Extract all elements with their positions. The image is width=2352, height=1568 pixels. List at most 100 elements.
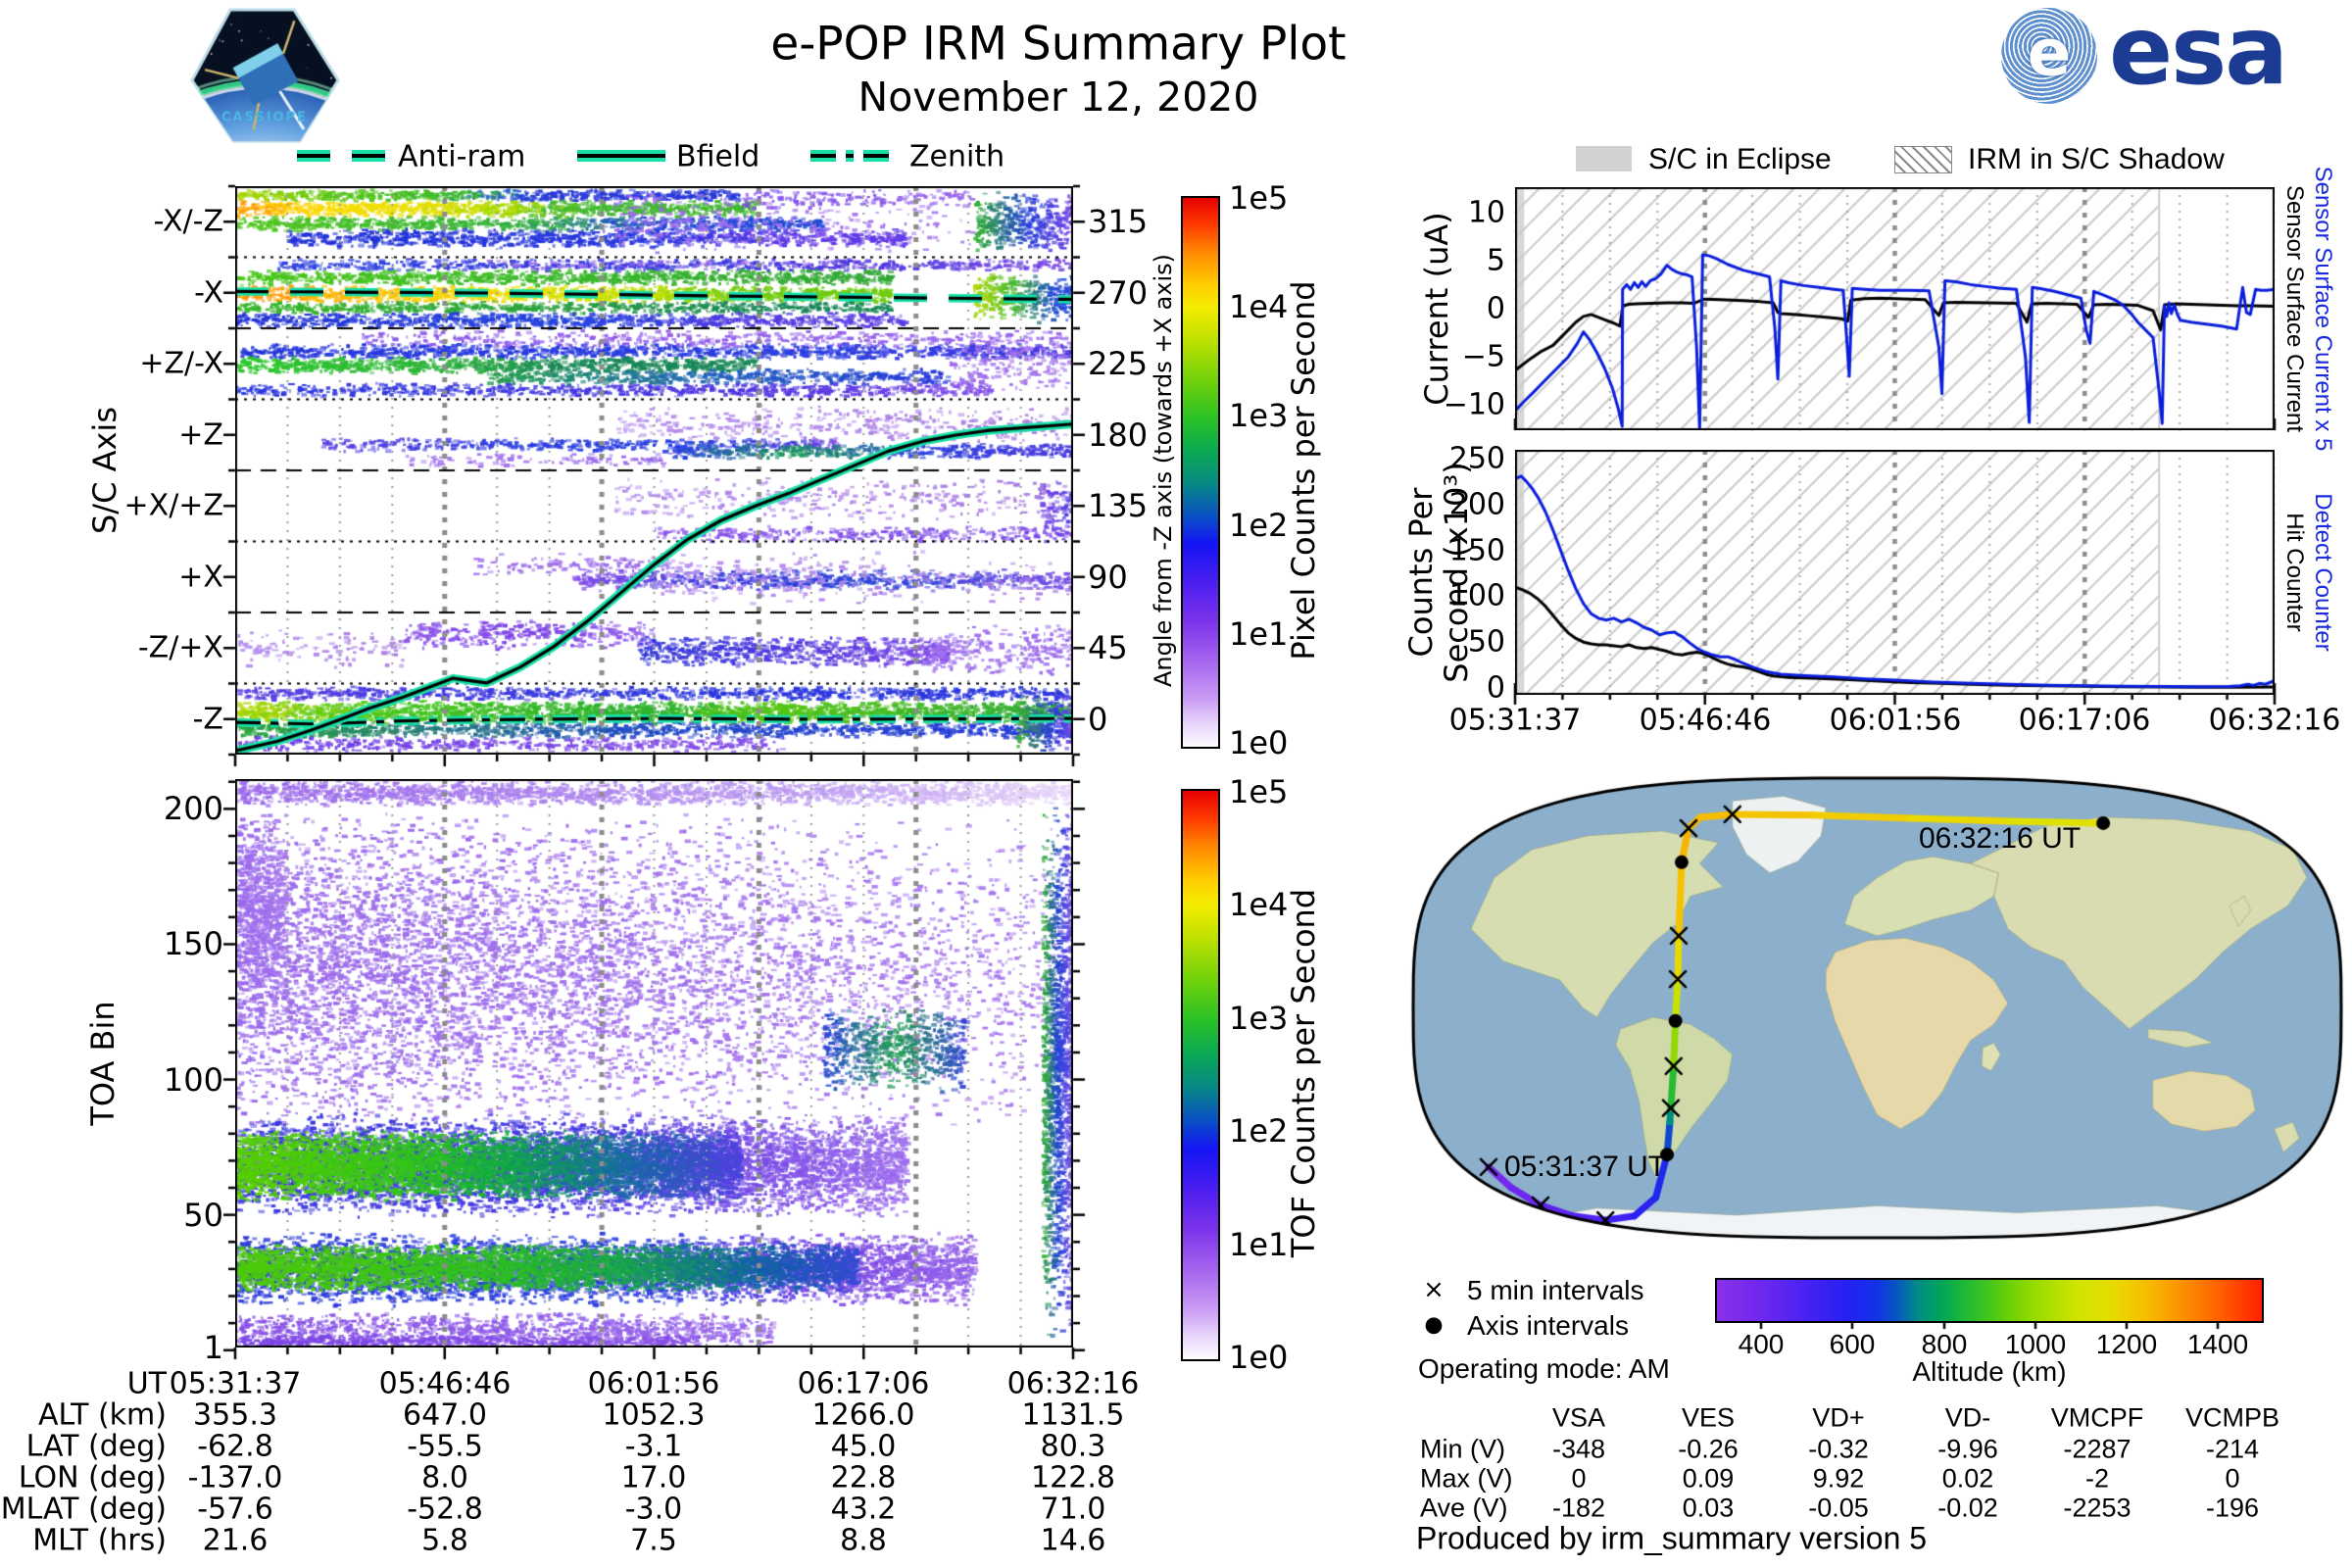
x-marker-glyph: × [1423, 1275, 1445, 1304]
antiram-legend-line [297, 150, 385, 162]
bfield-legend-line [577, 150, 665, 162]
voltage-column-header: VCMPB [2184, 1402, 2280, 1433]
voltage-value: 0.03 [1682, 1493, 1735, 1523]
ephemeris-value: 05:31:37 [169, 1366, 302, 1401]
cassiope-patch-label: CASSIOPE [220, 110, 309, 125]
altitude-tick: 600 [1829, 1329, 1876, 1359]
voltage-value: -0.32 [1808, 1434, 1869, 1464]
voltage-value: 0 [2225, 1463, 2240, 1494]
current-plot [1515, 187, 2275, 430]
current-ytick: −10 [1443, 387, 1505, 422]
ephemeris-value: 06:01:56 [587, 1366, 720, 1401]
current-ytick: 5 [1486, 243, 1505, 278]
current-ylabel: Current (uA) [1418, 212, 1455, 406]
altitude-tick: 1400 [2186, 1329, 2249, 1359]
dot-marker-label: Axis intervals [1467, 1310, 1629, 1341]
toa-tick: 150 [163, 925, 223, 962]
tof-cb-tick: 1e5 [1229, 773, 1289, 810]
zenith-legend-line [810, 150, 899, 162]
operating-mode: Operating mode: AM [1418, 1353, 1670, 1384]
altitude-colorbar [1715, 1278, 2264, 1323]
ephemeris-value: 1131.5 [1021, 1397, 1125, 1433]
angle-tick: 45 [1088, 629, 1128, 666]
sc-axis-row-label: +Z [178, 417, 223, 453]
ephemeris-value: 8.8 [840, 1523, 887, 1558]
counts-right-label-black: Hit Counter [2281, 513, 2308, 632]
angle-tick: 270 [1088, 274, 1149, 312]
sc-axis-row-label: -Z/+X [137, 630, 223, 665]
page-date: November 12, 2020 [858, 74, 1259, 121]
sc-axis-row-label: +X/+Z [123, 488, 223, 523]
cassiope-mission-patch [184, 4, 346, 147]
voltage-value: -348 [1551, 1434, 1606, 1464]
ephemeris-value: 06:17:06 [797, 1366, 930, 1401]
sc-axis-row-label: +X [178, 560, 223, 595]
ephemeris-row-label: MLAT (deg) [0, 1492, 167, 1527]
ephemeris-value: 8.0 [421, 1460, 468, 1495]
counts-ytick: 150 [1448, 533, 1505, 568]
toa-tick: 100 [163, 1061, 223, 1099]
ephemeris-value: 80.3 [1040, 1429, 1106, 1464]
ephemeris-value: -55.5 [407, 1429, 483, 1464]
map-end-label: 06:32:16 UT [1919, 822, 2082, 855]
toa-tick: 50 [183, 1197, 223, 1234]
shadow-legend-swatch [1894, 146, 1952, 173]
pixel-cb-tick: 1e3 [1229, 397, 1289, 435]
toa-spectrogram [235, 779, 1073, 1348]
tof-cb-tick: 1e2 [1229, 1112, 1289, 1151]
angle-tick: 315 [1088, 203, 1149, 240]
voltage-value: -0.05 [1808, 1493, 1869, 1523]
zenith-legend-label: Zenith [909, 139, 1005, 174]
sc-axis-row-label: -X [194, 275, 223, 311]
tof-cb-tick: 1e1 [1229, 1225, 1289, 1263]
ephemeris-value: 647.0 [403, 1397, 487, 1433]
voltage-value: -0.26 [1678, 1434, 1739, 1464]
voltage-column-header: VD+ [1812, 1402, 1865, 1433]
altitude-tick: 800 [1921, 1329, 1968, 1359]
toa-ylabel: TOA Bin [84, 1001, 122, 1126]
tof-colorbar-label: TOF Counts per Second [1285, 888, 1322, 1258]
toa-tick: 1 [203, 1329, 223, 1366]
ephemeris-value: 17.0 [620, 1460, 687, 1495]
sc-axis-row-label: -X/-Z [153, 204, 223, 239]
right-time-tick: 06:01:56 [1829, 703, 1962, 738]
page-title: e-POP IRM Summary Plot [770, 17, 1347, 72]
pixel-colorbar-label: Pixel Counts per Second [1285, 280, 1322, 661]
pixel-cb-tick: 1e2 [1229, 506, 1289, 544]
counts-ytick: 50 [1467, 624, 1505, 660]
ephemeris-value: 06:32:16 [1006, 1366, 1140, 1401]
esa-logo-globe: e [2001, 8, 2097, 104]
voltage-value: 0.02 [1941, 1463, 1994, 1494]
ephemeris-value: 21.6 [202, 1523, 269, 1558]
angle-tick: 225 [1088, 345, 1149, 382]
voltage-column-header: VSA [1551, 1402, 1606, 1433]
ephemeris-value: 7.5 [630, 1523, 677, 1558]
ephemeris-value: 122.8 [1031, 1460, 1115, 1495]
voltage-value: 0 [1571, 1463, 1587, 1494]
altitude-tick: 1000 [2004, 1329, 2067, 1359]
ephemeris-value: 1052.3 [602, 1397, 706, 1433]
ephemeris-row-label: LON (deg) [18, 1460, 167, 1495]
ephemeris-value: -57.6 [197, 1492, 273, 1527]
esa-logo-letter: e [2027, 15, 2072, 91]
tof-cb-tick: 1e0 [1229, 1339, 1289, 1376]
footer-text: Produced by irm_summary version 5 [1416, 1520, 1928, 1556]
counts-ylabel-1: Counts Per [1402, 487, 1440, 658]
right-time-tick: 06:32:16 [2208, 703, 2341, 738]
ephemeris-value: 71.0 [1040, 1492, 1106, 1527]
current-right-label-black: Sensor Surface Current [2281, 184, 2308, 433]
angle-tick: 90 [1088, 559, 1128, 596]
tof-colorbar [1181, 789, 1220, 1361]
ephemeris-value: -3.1 [624, 1429, 683, 1464]
sc-axis-row-label: +Z/-X [139, 346, 223, 381]
voltage-row-label: Ave (V) [1420, 1493, 1508, 1523]
ephemeris-value: -3.0 [624, 1492, 683, 1527]
ephemeris-value: 05:46:46 [378, 1366, 512, 1401]
pixel-cb-tick: 1e5 [1229, 179, 1289, 217]
sc-axis-spectrogram [235, 186, 1073, 755]
eclipse-legend-swatch [1576, 146, 1632, 172]
toa-tick: 200 [163, 790, 223, 827]
voltage-row-label: Max (V) [1420, 1463, 1513, 1494]
right-time-tick: 06:17:06 [2018, 703, 2151, 738]
bfield-legend-label: Bfield [676, 139, 760, 174]
